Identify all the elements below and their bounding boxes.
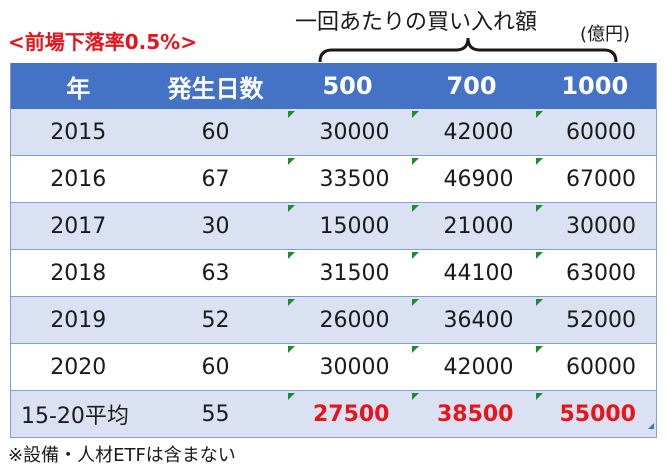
cell-days: 60 [145,109,286,156]
cell-700: 36400 [409,296,534,344]
cell-500: 31500 [285,249,410,297]
unit-label: (億円) [580,24,631,45]
cell-year: 2019 [10,296,146,344]
table-title: <前場下落率0.5%> [8,30,197,54]
cell-year: 2015 [10,109,146,156]
cell-days: 30 [145,202,286,250]
cell-700: 42000 [409,343,534,391]
cell-1000: 67000 [533,155,657,203]
table-row: 2017 30 15000 21000 30000 [10,202,657,250]
cell-700: 46900 [409,155,534,203]
cell-500: 33500 [285,155,410,203]
average-500: 27500 [285,390,410,438]
cell-days: 67 [145,155,286,203]
cell-500: 15000 [285,202,410,250]
curly-brace-icon [318,37,618,63]
table-row: 2019 52 26000 36400 52000 [10,296,657,344]
cell-1000: 60000 [533,343,657,391]
header-row: 年 発生日数 500 700 1000 [10,63,657,109]
cell-700: 21000 [409,202,534,250]
cell-700: 42000 [409,109,534,156]
header-700: 700 [409,63,534,109]
cell-days: 52 [145,296,286,344]
cell-year: 2020 [10,343,146,391]
average-row: 15-20平均 55 27500 38500 55000 [10,390,657,438]
average-700: 38500 [409,390,534,438]
purchase-amount-label: 一回あたりの買い入れ額 [295,10,538,35]
resize-corner-icon [648,423,654,429]
cell-500: 30000 [285,109,410,156]
header-days: 発生日数 [145,63,286,109]
cell-700: 44100 [409,249,534,297]
average-label: 15-20平均 [10,390,146,438]
cell-1000: 52000 [533,296,657,344]
cell-days: 60 [145,343,286,391]
table-row: 2016 67 33500 46900 67000 [10,155,657,203]
cell-1000: 63000 [533,249,657,297]
table-row: 2020 60 30000 42000 60000 [10,343,657,391]
table-row: 2018 63 31500 44100 63000 [10,249,657,297]
cell-500: 30000 [285,343,410,391]
cell-year: 2017 [10,202,146,250]
cell-500: 26000 [285,296,410,344]
cell-days: 63 [145,249,286,297]
cell-year: 2018 [10,249,146,297]
header-year: 年 [10,63,146,109]
footnote: ※設備・人材ETFは含まない [8,445,236,466]
header-1000: 1000 [533,63,657,109]
cell-1000: 60000 [533,109,657,156]
purchase-table: 年 発生日数 500 700 1000 2015 60 30000 42000 … [10,63,657,438]
average-days: 55 [145,390,286,438]
cell-1000: 30000 [533,202,657,250]
table-row: 2015 60 30000 42000 60000 [10,109,657,156]
average-1000: 55000 [533,390,657,438]
header-500: 500 [285,63,410,109]
cell-year: 2016 [10,155,146,203]
